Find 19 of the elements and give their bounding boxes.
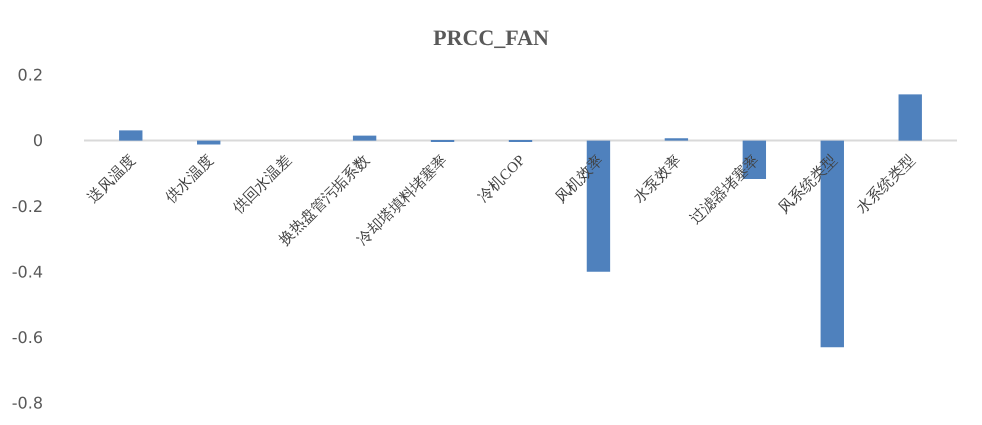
bar (119, 130, 142, 141)
y-tick-label: -0.4 (12, 262, 43, 282)
x-tick-label: 水泵效率 (630, 152, 685, 206)
x-tick-label: 水系统类型 (853, 152, 918, 217)
chart-title: PRCC_FAN (433, 25, 549, 50)
x-tick-label: 风系统类型 (775, 152, 840, 217)
bar (898, 94, 922, 141)
bar (352, 136, 376, 141)
y-tick-label: 0 (32, 131, 43, 150)
x-tick-label: 供回水温差 (230, 152, 295, 217)
y-tick-label: -0.2 (12, 196, 43, 216)
y-tick-label: 0.2 (18, 66, 43, 85)
y-tick-label: -0.8 (12, 394, 43, 413)
x-tick-label: 过滤器堵塞率 (686, 152, 762, 228)
x-tick-label: 供水温度 (162, 152, 217, 206)
y-tick-label: -0.6 (12, 328, 43, 347)
bar (197, 140, 220, 145)
x-tick-label: 风机效率 (552, 152, 607, 206)
x-tick-label: 送风温度 (84, 152, 139, 206)
